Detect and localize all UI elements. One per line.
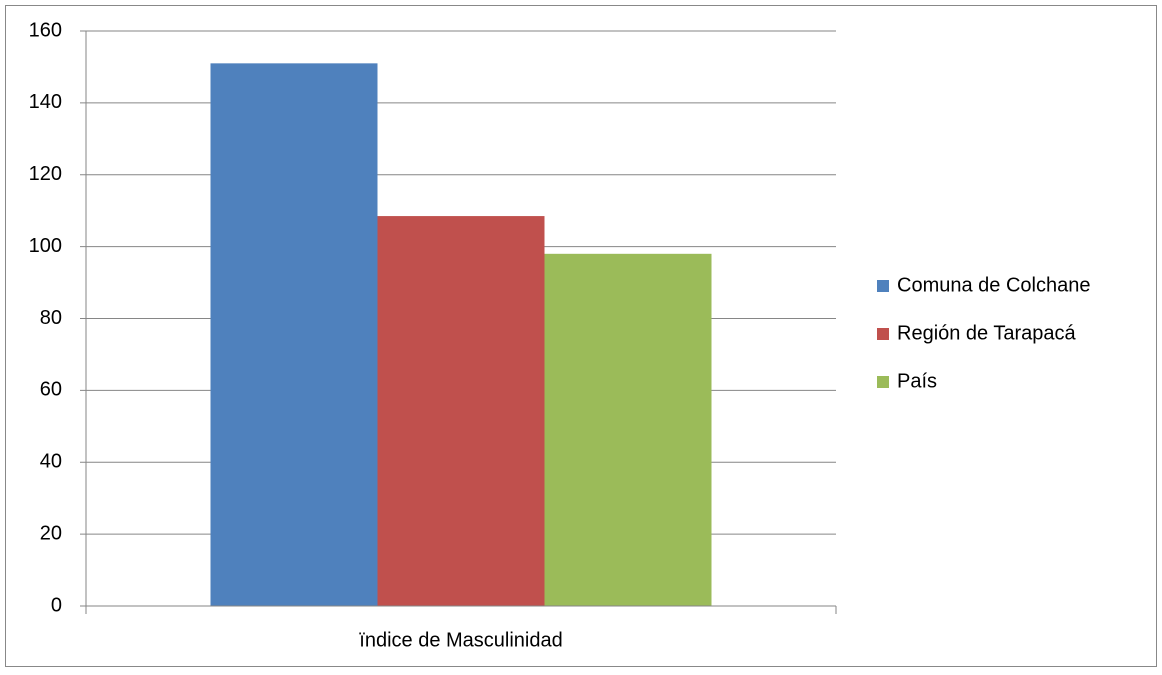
y-tick-label: 20 [40,522,62,544]
y-tick-label: 40 [40,451,62,473]
x-tick-label: ïndice de Masculinidad [359,629,562,651]
y-tick-label: 80 [40,307,62,329]
y-tick-label: 120 [29,163,62,185]
bar [544,253,712,606]
y-tick-label: 60 [40,379,62,401]
y-tick-label: 100 [29,235,62,257]
legend-swatch [877,328,889,340]
bar [377,216,545,606]
legend-label: Región de Tarapacá [897,322,1077,344]
legend-label: Comuna de Colchane [897,274,1090,296]
legend-swatch [877,376,889,388]
bar [210,63,378,606]
y-tick-label: 160 [29,19,62,41]
legend-swatch [877,280,889,292]
y-tick-label: 140 [29,91,62,113]
legend-label: País [897,370,937,392]
y-tick-label: 0 [51,594,62,616]
